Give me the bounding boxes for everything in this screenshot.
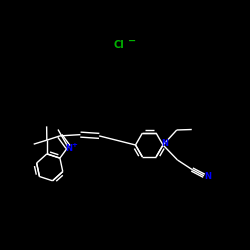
- Text: +: +: [71, 142, 77, 148]
- Text: N: N: [204, 172, 212, 181]
- Text: N: N: [66, 144, 73, 153]
- Text: −: −: [128, 36, 136, 46]
- Text: Cl: Cl: [113, 40, 124, 50]
- Text: N: N: [161, 139, 168, 148]
